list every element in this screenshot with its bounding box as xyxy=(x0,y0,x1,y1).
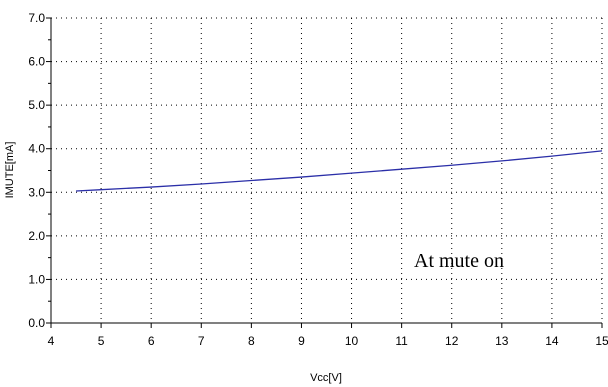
y-tick-labels: 0.0 1.0 2.0 3.0 4.0 5.0 6.0 7.0 xyxy=(28,11,45,330)
x-tick-label: 15 xyxy=(595,334,608,348)
x-tick-label: 9 xyxy=(298,334,305,348)
x-tick-label: 6 xyxy=(148,334,155,348)
x-tick-label: 11 xyxy=(395,334,408,348)
y-tick-label: 7.0 xyxy=(28,11,45,25)
x-tick-label: 14 xyxy=(545,334,559,348)
x-tick-label: 12 xyxy=(445,334,459,348)
x-tick-label: 13 xyxy=(495,334,509,348)
y-axis-label: IMUTE[mA] xyxy=(4,142,16,199)
x-tick-labels: 4 5 6 7 8 9 10 11 12 13 14 15 xyxy=(48,334,608,348)
x-tick-label: 10 xyxy=(345,334,359,348)
ticks xyxy=(46,17,603,328)
axes xyxy=(50,18,602,324)
series xyxy=(76,150,603,192)
x-tick-label: 4 xyxy=(48,334,55,348)
y-tick-label: 4.0 xyxy=(28,142,45,156)
x-tick-label: 8 xyxy=(248,334,255,348)
y-tick-label: 3.0 xyxy=(28,185,45,199)
y-tick-label: 0.0 xyxy=(28,316,45,330)
x-tick-label: 7 xyxy=(198,334,205,348)
grid-lines xyxy=(51,17,603,323)
annotation-label: At mute on xyxy=(414,250,504,272)
x-axis-label: Vcc[V] xyxy=(310,372,342,384)
series-line-0 xyxy=(76,150,603,192)
x-tick-label: 5 xyxy=(98,334,105,348)
y-tick-label: 6.0 xyxy=(28,55,45,69)
y-tick-label: 1.0 xyxy=(28,272,45,286)
y-tick-label: 5.0 xyxy=(28,98,45,112)
y-tick-label: 2.0 xyxy=(28,229,45,243)
